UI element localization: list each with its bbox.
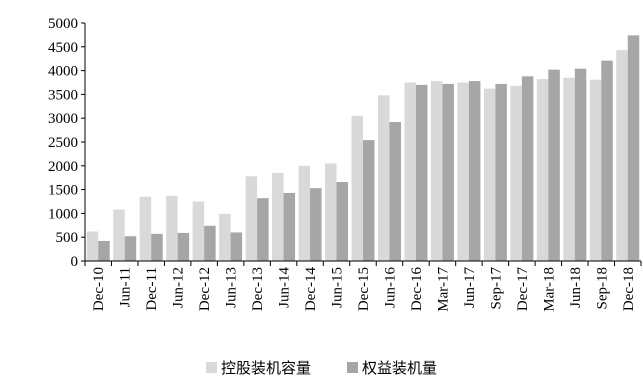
bar-series-1 bbox=[377, 95, 390, 262]
y-tick-label: 0 bbox=[71, 254, 79, 270]
bar-series-2 bbox=[601, 60, 613, 261]
y-tick-label: 3500 bbox=[48, 87, 78, 103]
bar-series-1 bbox=[192, 201, 205, 261]
bar-series-2 bbox=[151, 233, 163, 261]
bar-series-1 bbox=[483, 88, 496, 261]
bar-series-2 bbox=[204, 225, 216, 261]
bar-series-1 bbox=[430, 81, 443, 262]
bar-series-2 bbox=[230, 232, 243, 261]
x-tick-label: Jun-14 bbox=[277, 267, 293, 308]
bar-series-1 bbox=[351, 115, 363, 261]
x-tick-label: Jun-11 bbox=[118, 267, 134, 307]
x-tick-label: Jun-15 bbox=[330, 267, 346, 308]
bar-series-2 bbox=[363, 140, 375, 261]
legend-swatch-series-1 bbox=[205, 361, 217, 373]
bar-series-1 bbox=[404, 82, 416, 261]
legend: 控股装机容量 权益装机量 bbox=[0, 356, 643, 378]
y-tick-label: 3000 bbox=[48, 111, 78, 127]
bar-series-1 bbox=[139, 196, 152, 261]
y-tick-label: 4500 bbox=[48, 40, 78, 56]
x-tick-label: Sep-17 bbox=[488, 267, 504, 310]
x-tick-label: Jun-12 bbox=[171, 267, 187, 308]
bars bbox=[86, 35, 640, 262]
y-tick-label: 4000 bbox=[48, 64, 78, 80]
bar-series-2 bbox=[548, 69, 560, 261]
bar-series-2 bbox=[468, 81, 481, 262]
y-tick-label: 2000 bbox=[48, 159, 78, 175]
x-tick-label: Dec-14 bbox=[303, 267, 319, 312]
bar-series-1 bbox=[298, 165, 311, 261]
x-axis: Dec-10 Jun-11 Dec-11 Jun-12 Dec-12 Jun-13 Dec-… bbox=[84, 260, 642, 312]
bar-series-1 bbox=[536, 79, 549, 261]
y-tick-label: 1000 bbox=[48, 206, 78, 222]
x-tick-label: Dec-10 bbox=[91, 267, 107, 311]
bar-series-1 bbox=[166, 195, 178, 261]
legend-item-series-1: 控股装机容量 bbox=[205, 357, 311, 378]
bar-series-1 bbox=[510, 85, 522, 261]
bar-series-2 bbox=[98, 241, 110, 261]
bar-series-2 bbox=[336, 181, 349, 261]
x-tick-label: Dec-11 bbox=[144, 267, 160, 311]
bar-series-2 bbox=[177, 232, 190, 261]
bar-series-2 bbox=[124, 236, 137, 261]
bar-series-1 bbox=[325, 163, 337, 261]
bar-series-2 bbox=[257, 198, 269, 261]
bar-series-2 bbox=[283, 192, 296, 261]
x-tick-label: Sep-18 bbox=[594, 267, 610, 310]
bar-series-2 bbox=[389, 122, 401, 262]
legend-label-series-1: 控股装机容量 bbox=[220, 358, 311, 377]
bar-series-1 bbox=[457, 82, 469, 261]
y-tick-label: 5000 bbox=[48, 16, 78, 32]
x-tick-label: Jun-16 bbox=[382, 267, 398, 308]
x-tick-label: Jun-17 bbox=[462, 267, 478, 308]
x-tick-label: Jun-13 bbox=[224, 267, 240, 308]
x-tick-label: Dec-18 bbox=[621, 267, 637, 311]
bar-series-1 bbox=[589, 79, 602, 261]
y-tick-label: 2500 bbox=[48, 135, 78, 151]
x-tick-label: Mar-18 bbox=[541, 267, 557, 312]
bar-series-2 bbox=[521, 76, 534, 261]
bar-series-2 bbox=[415, 84, 428, 261]
bar-series-2 bbox=[495, 83, 507, 261]
x-tick-label: Mar-17 bbox=[435, 267, 451, 312]
bar-series-1 bbox=[245, 176, 258, 261]
bar-series-2 bbox=[310, 188, 322, 261]
bar-series-1 bbox=[616, 50, 628, 261]
legend-swatch-series-2 bbox=[347, 361, 358, 373]
x-tick-label: Dec-17 bbox=[515, 267, 531, 312]
bar-series-2 bbox=[442, 83, 454, 261]
bar-series-2 bbox=[574, 68, 587, 261]
y-tick-label: 1500 bbox=[48, 183, 78, 199]
y-tick-label: 500 bbox=[56, 230, 79, 246]
x-tick-label: Dec-16 bbox=[409, 267, 425, 312]
x-tick-label: Dec-12 bbox=[197, 267, 213, 311]
bar-series-1 bbox=[219, 213, 231, 261]
x-tick-label: Dec-13 bbox=[250, 267, 266, 311]
bar-series-2 bbox=[627, 35, 640, 261]
x-tick-label: Dec-15 bbox=[356, 267, 372, 311]
x-tick-label: Jun-18 bbox=[568, 267, 584, 308]
legend-item-series-2: 权益装机量 bbox=[347, 357, 437, 378]
bar-series-1 bbox=[113, 209, 125, 261]
bar-series-1 bbox=[86, 231, 99, 261]
bar-series-1 bbox=[563, 77, 575, 262]
bar-series-1 bbox=[272, 172, 284, 261]
y-axis: 0 500 1000 1500 2000 2500 3000 3500 4000 4500 5000 bbox=[48, 16, 86, 270]
legend-label-series-2: 权益装机量 bbox=[362, 358, 438, 377]
